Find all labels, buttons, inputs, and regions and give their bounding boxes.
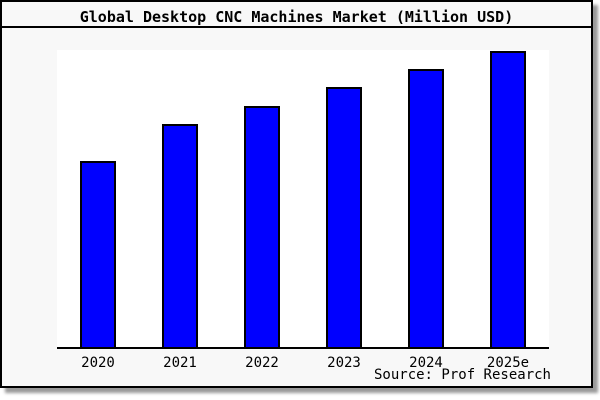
bar-2024 (408, 69, 444, 347)
x-axis-labels: 2020 2021 2022 2023 2024 2025e (57, 355, 549, 371)
source-caption: Source: Prof Research (373, 367, 551, 383)
x-tick-label-2025e: 2025e (486, 355, 530, 371)
x-tick-label-2024: 2024 (409, 355, 443, 371)
bar-slot-2025e (467, 51, 549, 347)
bar-2020 (80, 161, 116, 347)
bar-2021 (162, 124, 198, 347)
bar-2025e (490, 51, 526, 347)
chart-card: Global Desktop CNC Machines Market (Mill… (0, 0, 593, 388)
title-separator-rule (2, 26, 591, 28)
x-tick-label-2022: 2022 (245, 355, 279, 371)
bar-slot-2024 (385, 69, 467, 347)
bar-slot-2020 (57, 161, 139, 347)
chart-title: Global Desktop CNC Machines Market (Mill… (79, 8, 514, 26)
bar-2022 (244, 106, 280, 347)
plot-area (57, 50, 549, 349)
bar-slot-2023 (303, 87, 385, 347)
x-tick-label-2020: 2020 (81, 355, 115, 371)
bar-2023 (326, 87, 362, 347)
x-tick-label-2023: 2023 (327, 355, 361, 371)
bar-slot-2021 (139, 124, 221, 347)
x-tick-label-2021: 2021 (163, 355, 197, 371)
bar-slot-2022 (221, 106, 303, 347)
